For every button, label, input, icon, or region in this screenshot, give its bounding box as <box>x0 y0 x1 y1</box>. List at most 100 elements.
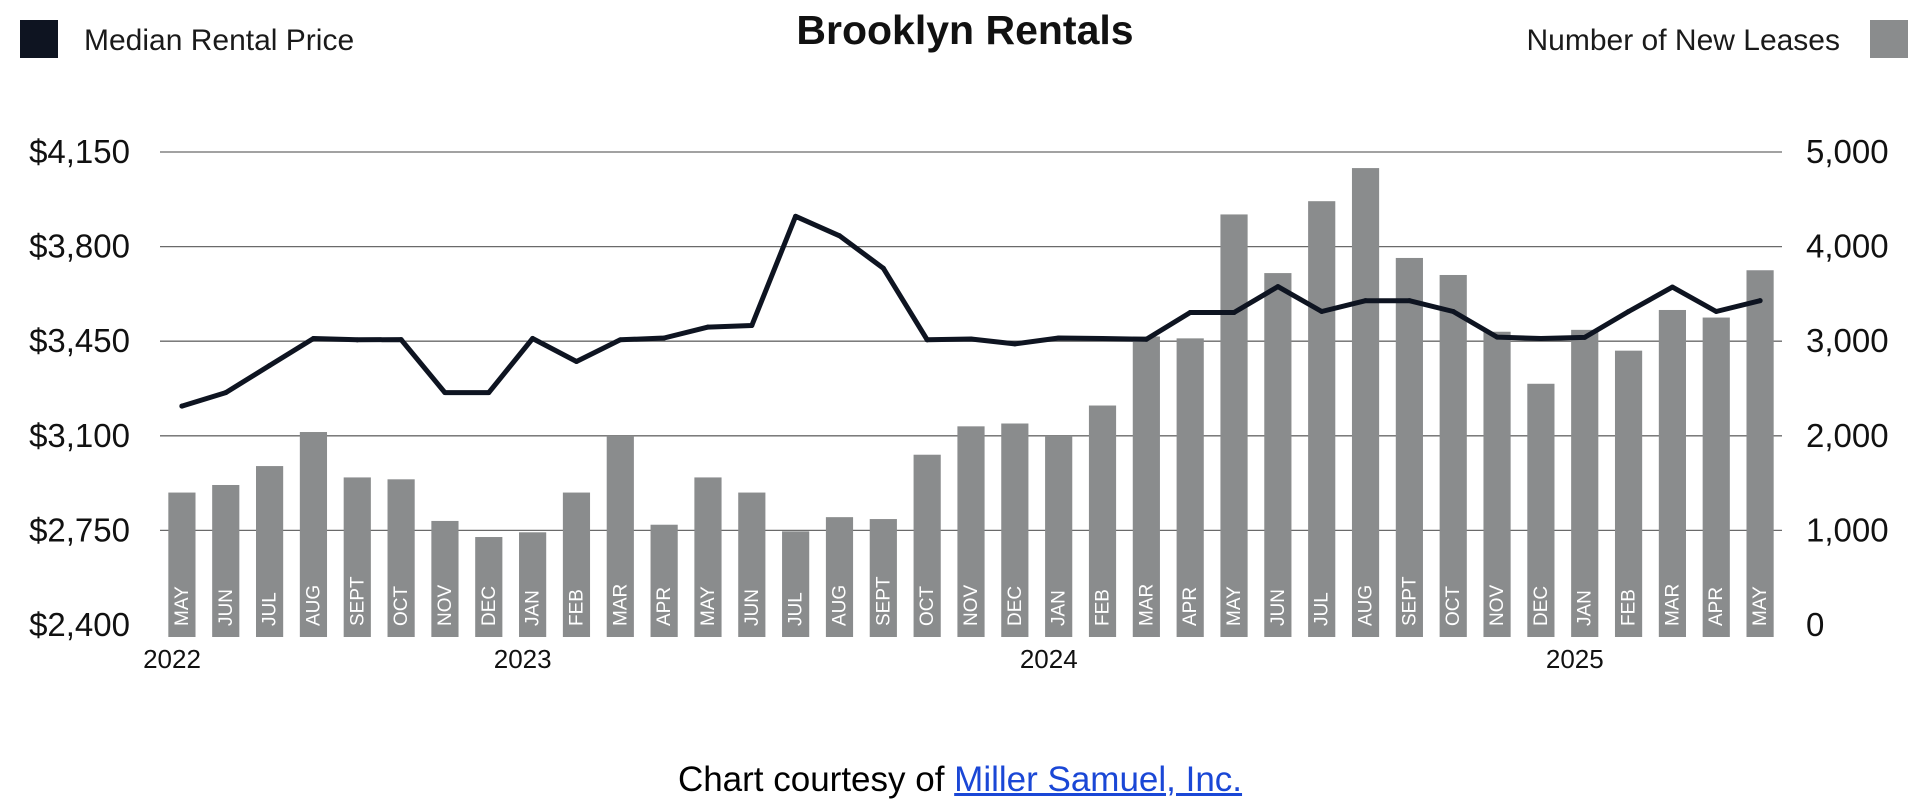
median-price-point <box>1275 284 1281 290</box>
median-price-point <box>1363 298 1369 304</box>
y-right-tick-label: 4,000 <box>1806 228 1889 265</box>
y-left-tick-label: $2,750 <box>29 511 130 548</box>
lease-bar <box>1395 257 1423 637</box>
median-price-point <box>1582 334 1588 340</box>
month-label: FEB <box>1619 589 1640 626</box>
lease-bar <box>519 532 547 637</box>
median-price-point <box>223 390 229 396</box>
lease-bar <box>168 492 196 637</box>
median-price-point <box>1187 310 1193 316</box>
median-price-point <box>880 265 886 271</box>
legend-swatch-new-leases <box>1870 20 1908 58</box>
median-price-point <box>1319 308 1325 314</box>
axes: $2,400 0 $2,750 1,000 $3,100 2,000 $3,450 3,000… <box>29 133 1889 674</box>
month-label: NOV <box>435 585 456 627</box>
median-price-point <box>661 335 667 341</box>
median-price-point <box>267 363 273 369</box>
lease-bar <box>256 466 284 637</box>
lease-bar <box>431 520 459 637</box>
lease-bar <box>1351 168 1380 637</box>
y-left-tick-label: $3,450 <box>29 322 130 359</box>
month-label: JAN <box>523 590 544 626</box>
median-price-point <box>1100 335 1106 341</box>
month-label: MAY <box>172 586 193 626</box>
lease-bar <box>782 531 810 637</box>
y-left-tick-label: $2,400 <box>29 606 130 643</box>
median-price-point <box>749 323 755 329</box>
median-price-point <box>530 335 536 341</box>
median-price-point <box>1626 308 1632 314</box>
month-label: DEC <box>1531 586 1552 626</box>
month-label: DEC <box>1005 586 1026 626</box>
month-label: FEB <box>1093 589 1114 626</box>
month-label: JUL <box>1312 592 1333 626</box>
month-label: NOV <box>1487 585 1508 627</box>
month-label: DEC <box>479 586 500 626</box>
lease-bar <box>957 426 985 637</box>
lease-bar <box>1658 309 1686 637</box>
month-label: APR <box>1180 587 1201 626</box>
lease-bar <box>343 477 371 637</box>
lease-bar <box>1527 383 1555 637</box>
month-label: OCT <box>391 586 412 627</box>
lease-bar <box>1571 329 1599 637</box>
lease-bar <box>1264 273 1292 637</box>
credit-prefix: Chart courtesy of <box>677 760 955 799</box>
lease-bar <box>650 524 678 637</box>
month-label: APR <box>1706 587 1727 626</box>
year-label: 2023 <box>494 644 552 674</box>
median-price-point <box>354 337 360 343</box>
month-label: MAR <box>1662 584 1683 626</box>
median-price-point <box>1406 298 1412 304</box>
month-label: FEB <box>566 589 587 626</box>
median-price-point <box>1494 334 1500 340</box>
y-left-tick-label: $3,800 <box>29 228 130 265</box>
month-label: AUG <box>1356 585 1377 626</box>
year-label: 2022 <box>143 644 201 674</box>
lease-bar <box>606 435 634 637</box>
lease-bar <box>475 537 503 637</box>
month-label: APR <box>654 587 675 626</box>
median-price-point <box>1012 341 1018 347</box>
month-label: MAY <box>698 586 719 626</box>
median-price-point <box>968 336 974 342</box>
median-price-point <box>793 213 799 219</box>
y-left-tick-label: $4,150 <box>29 133 130 170</box>
median-price-line <box>179 213 1763 409</box>
lease-bar <box>1702 317 1730 637</box>
brooklyn-rentals-chart: MAY JUN JUL AUG SEPT OCT NOV DEC JAN FEB MAR APR MAY… <box>20 7 1908 674</box>
lease-bar <box>1132 336 1160 637</box>
median-price-point <box>442 390 448 396</box>
lease-bar <box>869 519 897 637</box>
month-label: JAN <box>1575 590 1596 626</box>
median-price-point <box>1757 298 1763 304</box>
lease-bar <box>825 517 854 637</box>
month-label: MAY <box>1224 586 1245 626</box>
legend-swatch-median-price <box>20 20 58 58</box>
month-label: MAR <box>610 584 631 626</box>
median-price-point <box>1143 336 1149 342</box>
median-price-point <box>1056 335 1062 341</box>
month-label: JAN <box>1049 590 1070 626</box>
y-left-tick-label: $3,100 <box>29 417 130 454</box>
median-price-point <box>924 337 930 343</box>
y-right-tick-label: 5,000 <box>1806 133 1889 170</box>
legend-label-new-leases: Number of New Leases <box>1527 24 1840 57</box>
y-right-tick-label: 1,000 <box>1806 511 1889 548</box>
median-price-point <box>573 358 579 364</box>
lease-bar <box>1439 274 1467 637</box>
month-label: SEPT <box>873 576 894 626</box>
lease-bars: MAY JUN JUL AUG SEPT OCT NOV DEC JAN FEB MAR APR MAY… <box>168 168 1774 637</box>
miller-samuel-link[interactable]: Miller Samuel, Inc. <box>954 760 1243 799</box>
median-price-point <box>398 337 404 343</box>
month-label: JUN <box>216 589 237 626</box>
month-label: JUL <box>260 592 281 626</box>
median-price-point <box>1231 310 1237 316</box>
month-label: JUL <box>786 592 807 626</box>
month-label: MAY <box>1750 586 1771 626</box>
chart-title: Brooklyn Rentals <box>796 7 1133 53</box>
month-label: OCT <box>917 586 938 627</box>
lease-bar <box>1614 350 1643 637</box>
month-label: AUG <box>303 585 324 626</box>
median-price-point <box>705 324 711 330</box>
